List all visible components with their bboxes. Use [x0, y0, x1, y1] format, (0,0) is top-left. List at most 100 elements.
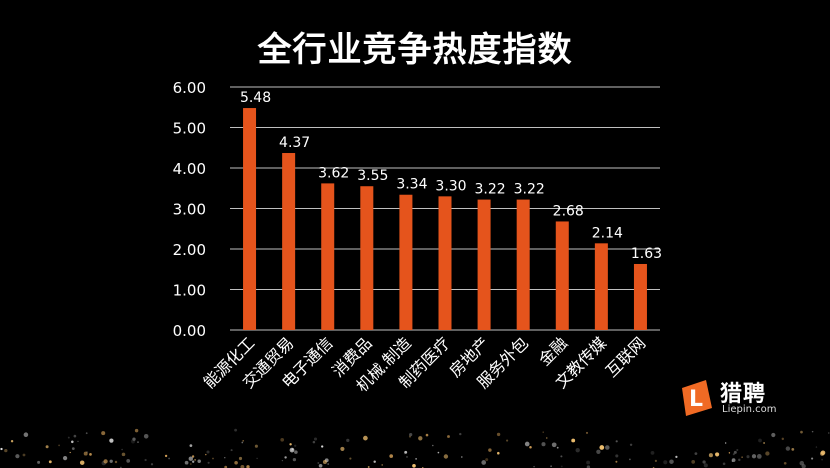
sparkle-dot — [58, 444, 60, 447]
sparkle-dot — [669, 459, 674, 464]
sparkle-dot — [241, 441, 244, 444]
sparkle-dot — [224, 457, 226, 459]
sparkle-dot — [751, 454, 757, 459]
sparkle-dot — [460, 456, 463, 458]
sparkle-dot — [560, 455, 563, 458]
sparkle-dot — [551, 442, 557, 448]
sparkle-dot — [114, 460, 118, 464]
sparkle-dot — [725, 442, 727, 444]
sparkle-dot — [586, 460, 591, 465]
bar — [516, 199, 530, 330]
sparkle-dot — [45, 445, 49, 449]
y-tick-label: 6.00 — [173, 79, 206, 97]
data-label: 3.22 — [514, 182, 545, 198]
data-label: 3.30 — [435, 178, 466, 194]
sparkle-dot — [67, 436, 70, 439]
sparkle-dot — [404, 450, 408, 454]
data-label: 2.14 — [592, 225, 623, 241]
sparkle-dot — [738, 458, 741, 462]
sparkle-dot — [599, 445, 605, 450]
sparkle-dot — [675, 455, 678, 459]
sparkle-dot — [349, 457, 352, 460]
sparkle-dot — [541, 442, 546, 447]
sparkle-dot — [71, 447, 75, 450]
sparkle-dot — [496, 432, 501, 437]
sparkle-dot — [783, 461, 787, 465]
sparkle-dot — [585, 431, 589, 434]
sparkle-dot — [134, 428, 139, 433]
sparkle-dot — [409, 432, 413, 437]
sparkle-dot — [363, 435, 368, 441]
bar — [399, 194, 413, 330]
sparkle-dot — [77, 440, 79, 443]
sparkle-dot — [79, 460, 85, 465]
sparkle-dot — [126, 459, 131, 463]
sparkle-dot — [731, 458, 736, 462]
sparkle-dot — [560, 465, 563, 468]
sparkle-dot — [605, 445, 610, 450]
sparkle-dot — [533, 465, 535, 468]
sparkle-dot — [418, 436, 423, 441]
sparkle-dot — [256, 457, 258, 460]
bar — [282, 153, 296, 330]
sparkle-dot — [109, 459, 113, 463]
bar — [360, 186, 374, 330]
sparkle-dot — [728, 452, 731, 454]
sparkle-dot — [132, 437, 136, 441]
sparkle-dot — [715, 452, 720, 457]
y-tick-label: 3.00 — [173, 201, 206, 219]
sparkle-dot — [240, 464, 245, 468]
sparkle-dot — [69, 451, 71, 454]
sparkle-dot — [294, 450, 298, 454]
liepin-logo-icon: L — [682, 380, 712, 416]
data-label: 3.34 — [396, 177, 427, 193]
data-label: 5.48 — [240, 90, 271, 106]
sparkle-dot — [596, 449, 601, 454]
sparkle-dot — [130, 439, 136, 444]
value-labels: 5.48 4.37 3.62 3.55 3.34 3.30 3.22 3.22 2.68 2.14… — [240, 90, 662, 262]
sparkle-dot — [83, 451, 88, 456]
sparkle-dot — [708, 453, 713, 458]
sparkle-dot — [150, 463, 154, 466]
sparkle-dot — [373, 460, 376, 463]
data-label: 3.62 — [318, 165, 349, 181]
sparkle-dot — [121, 448, 123, 451]
sparkle-dot — [811, 430, 814, 433]
sparkle-dot — [615, 440, 618, 443]
sparkle-dot — [811, 457, 814, 460]
sparkle-dot — [615, 454, 619, 458]
sparkle-dot — [184, 460, 189, 465]
sparkle-dot — [189, 444, 193, 447]
sparkle-dot — [346, 438, 350, 443]
sparkle-dot — [281, 459, 284, 462]
sparkle-dot — [781, 437, 785, 441]
bar — [438, 196, 452, 330]
sparkle-dot — [23, 432, 29, 437]
sparkle-dot — [234, 461, 238, 465]
logo-name-en: Liepin.com — [722, 404, 777, 415]
sparkle-dot — [212, 457, 214, 460]
bar — [477, 199, 491, 330]
sparkle-dot — [821, 458, 823, 461]
sparkle-dot — [406, 456, 408, 458]
y-tick-label: 2.00 — [173, 241, 206, 259]
sparkle-dot — [242, 439, 245, 442]
sparkle-dot — [663, 460, 668, 465]
sparkle-dot — [736, 448, 739, 452]
sparkle-dot — [447, 435, 450, 438]
sparkle-dot — [763, 442, 766, 444]
sparkle-dot — [318, 463, 323, 468]
sparkle-dot — [497, 451, 500, 455]
sparkle-dot — [459, 432, 462, 436]
sparkle-dot — [191, 455, 195, 458]
sparkle-dot — [650, 451, 655, 455]
sparkle-dot — [381, 464, 383, 466]
sparkle-dot — [205, 453, 207, 456]
sparkle-dot — [194, 459, 196, 461]
sparkle-dot — [571, 438, 576, 443]
sparkle-dot — [15, 454, 20, 459]
sparkle-dot — [137, 441, 139, 443]
